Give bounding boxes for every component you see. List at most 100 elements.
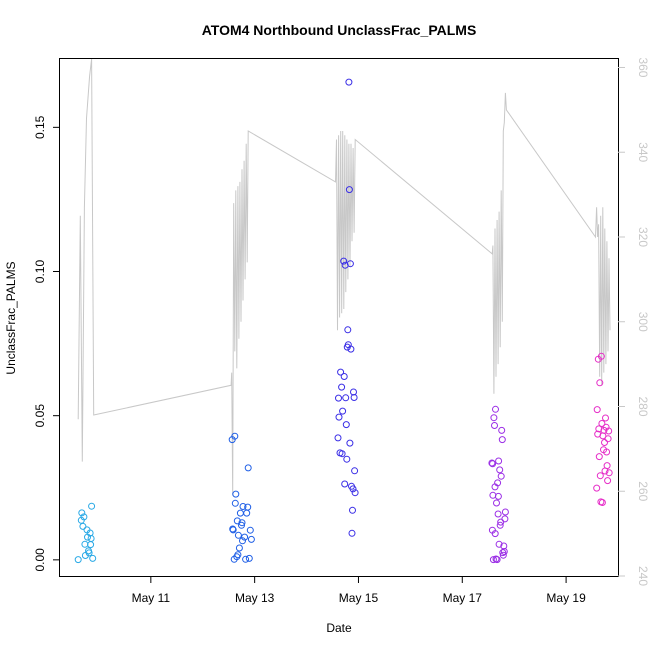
data-point xyxy=(489,491,497,499)
y-tick-label: 0.00 xyxy=(33,548,47,572)
data-point xyxy=(604,435,612,443)
data-point xyxy=(234,531,242,539)
data-point xyxy=(490,414,498,422)
data-point xyxy=(604,477,612,485)
y-tick-label: 0.15 xyxy=(33,115,47,139)
data-point xyxy=(492,405,499,413)
data-point xyxy=(233,517,241,525)
series-4 xyxy=(488,405,509,564)
chart-title: ATOM4 Northbound UnclassFrac_PALMS xyxy=(202,22,477,38)
data-point xyxy=(87,541,95,549)
data-point xyxy=(498,426,506,434)
secondary-line xyxy=(77,58,611,496)
data-point xyxy=(245,554,253,562)
data-point xyxy=(338,450,346,458)
data-point xyxy=(80,513,88,521)
data-point xyxy=(351,467,359,475)
y2-tick-label: 280 xyxy=(636,396,650,416)
data-point xyxy=(346,260,354,268)
data-point xyxy=(238,521,245,529)
y-tick-label: 0.10 xyxy=(33,260,47,284)
data-point xyxy=(231,499,239,507)
data-point xyxy=(242,555,250,563)
data-point xyxy=(345,186,353,194)
data-point xyxy=(243,509,251,517)
x-tick-label: May 15 xyxy=(339,591,379,605)
data-point xyxy=(338,383,346,391)
data-point xyxy=(605,469,613,477)
data-point xyxy=(494,510,502,518)
data-point xyxy=(347,345,355,353)
data-point xyxy=(239,537,246,545)
x-tick-label: May 19 xyxy=(546,591,586,605)
data-point xyxy=(349,506,356,514)
data-point xyxy=(598,420,606,427)
x-tick-label: May 17 xyxy=(443,591,483,605)
data-point xyxy=(488,459,496,467)
data-point xyxy=(87,535,95,542)
series-1 xyxy=(74,502,97,564)
data-point xyxy=(494,492,502,500)
data-point xyxy=(595,453,603,461)
data-point xyxy=(495,540,503,548)
points-layer xyxy=(74,78,613,564)
data-point xyxy=(598,499,606,506)
x-tick-label: May 11 xyxy=(132,591,171,605)
y2-tick-label: 240 xyxy=(636,566,650,586)
data-point xyxy=(496,521,504,529)
data-point xyxy=(342,394,350,402)
data-point xyxy=(499,549,507,557)
data-point xyxy=(236,509,244,517)
data-point xyxy=(605,427,613,435)
data-point xyxy=(235,544,243,552)
data-point xyxy=(337,368,345,376)
x-tick-label: May 13 xyxy=(235,591,275,605)
data-point xyxy=(238,519,246,527)
data-point xyxy=(231,432,239,440)
data-point xyxy=(501,515,509,523)
data-point xyxy=(335,394,342,402)
data-point xyxy=(244,503,252,511)
data-point xyxy=(597,352,605,360)
data-point xyxy=(495,457,503,465)
x-axis: May 11 May 13 May 15 May 17 May 19 xyxy=(132,576,586,605)
y2-tick-label: 320 xyxy=(636,227,650,247)
data-point xyxy=(349,485,357,493)
data-point xyxy=(499,551,507,559)
data-point xyxy=(78,509,86,517)
data-point xyxy=(340,257,348,265)
data-point xyxy=(348,529,356,537)
data-point xyxy=(343,455,351,463)
data-point xyxy=(501,508,509,516)
series-3 xyxy=(334,78,359,537)
data-point xyxy=(493,499,500,507)
data-point xyxy=(602,414,609,422)
y-axis: 0.00 0.05 0.10 0.15 xyxy=(33,115,60,572)
data-point xyxy=(601,439,608,446)
y2-tick-label: 360 xyxy=(636,57,650,77)
data-point xyxy=(491,422,498,429)
data-point xyxy=(593,406,601,414)
data-point xyxy=(489,460,497,468)
data-point xyxy=(229,526,237,534)
y-axis-label: UnclassFrac_PALMS xyxy=(4,261,18,374)
data-point xyxy=(342,421,350,429)
series-5 xyxy=(593,352,613,506)
plot-frame xyxy=(59,58,619,577)
data-point xyxy=(494,479,502,487)
y2-tick-label: 340 xyxy=(636,142,650,162)
data-point xyxy=(498,436,506,444)
data-point xyxy=(351,489,359,497)
data-point xyxy=(246,526,254,534)
data-point xyxy=(603,448,611,456)
y2-tick-label: 300 xyxy=(636,312,650,332)
data-point xyxy=(497,472,505,480)
data-point xyxy=(340,373,348,380)
data-point xyxy=(493,556,501,564)
y2-axis: 240 260 280 300 320 340 360 xyxy=(618,57,650,586)
data-point xyxy=(335,413,343,421)
data-point xyxy=(491,530,499,538)
data-point xyxy=(244,464,252,472)
data-point xyxy=(345,78,353,86)
